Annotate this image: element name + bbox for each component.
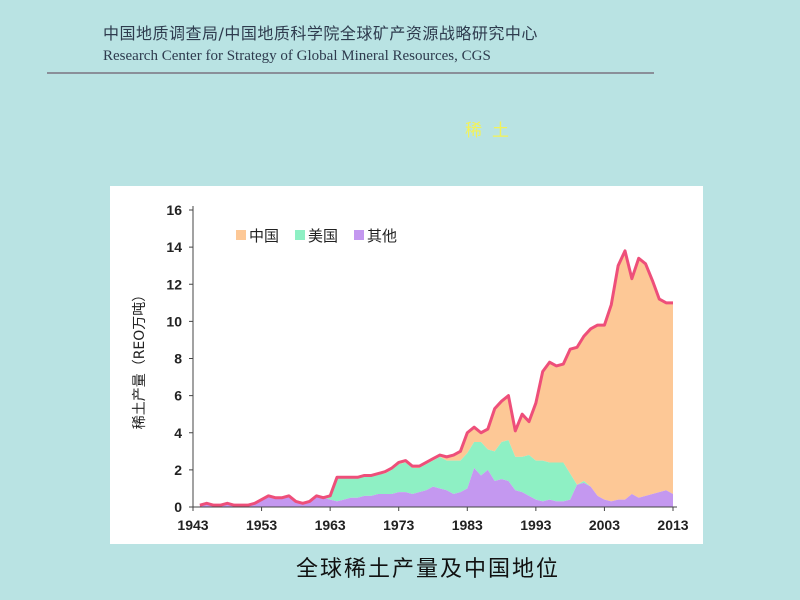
legend-swatch-1 xyxy=(236,230,246,240)
y-tick-label: 6 xyxy=(174,388,182,404)
x-tick-label: 1963 xyxy=(315,517,346,533)
y-tick-label: 16 xyxy=(166,202,182,218)
x-tick-label: 1943 xyxy=(177,517,208,533)
x-tick-label: 1953 xyxy=(246,517,277,533)
header-divider xyxy=(47,72,654,74)
chart-panel: 0 2 4 6 8 10 12 14 16 1943 1953 1963 1973 1983 1993 200… xyxy=(110,186,703,544)
x-tick-label: 2013 xyxy=(657,517,688,533)
y-tick-label: 14 xyxy=(166,239,182,255)
organization-name-cn: 中国地质调查局/中国地质科学院全球矿产资源战略研究中心 xyxy=(103,24,538,43)
area-china xyxy=(199,250,673,506)
rare-earth-production-chart: 0 2 4 6 8 10 12 14 16 1943 1953 1963 1973 1983 1993 200… xyxy=(132,202,689,533)
y-tick-label: 4 xyxy=(174,425,182,441)
y-tick-label: 10 xyxy=(166,313,182,329)
chart-caption: 全球稀土产量及中国地位 xyxy=(296,557,561,582)
y-tick-label: 8 xyxy=(174,351,182,367)
legend-label-3: 其他 xyxy=(367,227,397,245)
organization-name-en: Research Center for Strategy of Global M… xyxy=(103,48,491,64)
x-tick-label: 2003 xyxy=(589,517,620,533)
legend-swatch-2 xyxy=(295,230,305,240)
legend-swatch-3 xyxy=(354,230,364,240)
y-axis-label: 稀土产量（REO万吨） xyxy=(132,288,148,430)
x-tick-label: 1993 xyxy=(520,517,551,533)
y-tick-label: 2 xyxy=(174,462,182,478)
y-tick-label: 12 xyxy=(166,276,182,292)
legend-label-2: 美国 xyxy=(308,227,338,245)
slide-topic: 稀土 xyxy=(465,121,519,141)
x-tick-label: 1973 xyxy=(383,517,414,533)
legend-label-1: 中国 xyxy=(249,227,279,245)
x-tick-label: 1983 xyxy=(452,517,483,533)
y-tick-label: 0 xyxy=(174,499,182,515)
total-production-line xyxy=(199,249,673,507)
area-usa xyxy=(199,440,673,506)
